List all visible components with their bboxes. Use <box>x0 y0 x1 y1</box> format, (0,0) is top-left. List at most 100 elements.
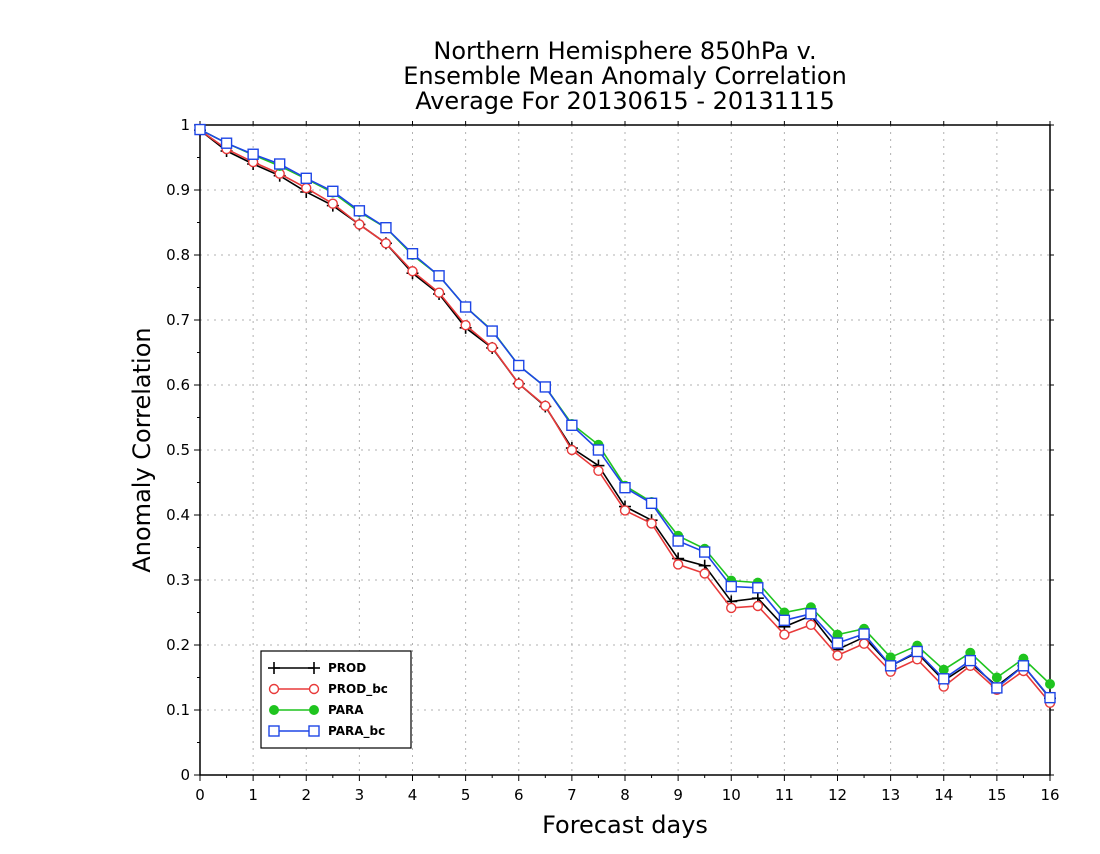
data-point <box>645 497 658 509</box>
data-point <box>406 247 419 260</box>
data-point <box>592 444 605 456</box>
data-point <box>353 205 366 217</box>
data-point <box>938 673 950 685</box>
data-point <box>566 444 578 456</box>
chart-title-line-2: Ensemble Mean Anomaly Correlation <box>403 62 847 90</box>
data-point <box>539 381 552 393</box>
legend-marker-right <box>308 683 320 695</box>
legend-entry: PARA_bc <box>268 724 385 739</box>
data-point <box>327 185 339 198</box>
data-point <box>858 638 870 649</box>
data-point <box>911 645 923 658</box>
data-point <box>672 535 684 547</box>
y-axis-label: Anomaly Correlation <box>128 327 156 572</box>
legend-marker-right <box>308 662 320 674</box>
data-point <box>938 664 949 675</box>
data-point <box>486 325 498 337</box>
plot-frame <box>199 124 1051 776</box>
legend-label: PARA_bc <box>328 724 385 739</box>
data-point <box>566 419 578 431</box>
data-point <box>646 518 657 529</box>
x-axis-label: Forecast days <box>542 811 708 839</box>
data-point <box>725 580 737 593</box>
data-point <box>619 505 631 516</box>
data-point <box>752 600 764 612</box>
y-tick-label: 0.7 <box>166 311 190 329</box>
grid-layer <box>200 125 1050 775</box>
legend-marker-right <box>308 725 320 737</box>
data-point <box>698 546 711 558</box>
y-tick-label: 0.8 <box>166 246 190 264</box>
data-point <box>593 465 604 476</box>
data-point <box>726 602 737 614</box>
x-tick-label: 8 <box>620 786 630 804</box>
data-point <box>1044 691 1056 704</box>
x-tick-label: 9 <box>673 786 683 804</box>
data-point <box>380 238 392 249</box>
data-point <box>858 628 870 640</box>
data-point <box>699 568 710 579</box>
data-point <box>832 650 843 661</box>
x-tick-label: 4 <box>408 786 418 804</box>
x-tick-label: 5 <box>461 786 471 804</box>
y-tick-label: 0.3 <box>166 571 190 589</box>
data-point <box>778 614 791 626</box>
x-tick-label: 10 <box>722 786 741 804</box>
data-point <box>273 158 286 170</box>
data-point <box>486 342 498 353</box>
data-point <box>805 608 817 620</box>
data-point <box>752 582 764 594</box>
legend-marker-right <box>309 705 319 715</box>
data-point <box>779 629 790 640</box>
data-point <box>301 182 312 194</box>
series-para-bc <box>194 123 1056 704</box>
x-tick-label: 6 <box>514 786 524 804</box>
data-point <box>540 400 551 411</box>
y-tick-label: 0.6 <box>166 376 190 394</box>
x-tick-label: 1 <box>248 786 258 804</box>
data-point <box>1017 660 1030 672</box>
data-point <box>831 637 844 649</box>
data-point <box>513 359 525 372</box>
chart-title-line-1: Northern Hemisphere 850hPa v. <box>433 37 816 65</box>
x-tick-label: 0 <box>195 786 205 804</box>
legend-entry: PROD <box>268 661 366 675</box>
data-point <box>433 287 445 298</box>
data-point <box>991 672 1002 683</box>
data-point <box>433 270 445 282</box>
x-tick-label: 13 <box>881 786 900 804</box>
legend-marker-left <box>268 683 280 695</box>
data-point <box>991 682 1003 694</box>
series-prod <box>194 124 1056 705</box>
legend-marker-left <box>268 725 280 737</box>
y-tick-label: 0.4 <box>166 506 190 524</box>
x-tick-label: 2 <box>301 786 311 804</box>
data-point <box>220 137 233 149</box>
data-point <box>354 219 365 230</box>
legend-entry: PARA <box>269 703 364 717</box>
x-tick-label: 3 <box>355 786 365 804</box>
data-point <box>884 660 897 672</box>
legend-label: PROD <box>328 661 366 675</box>
x-tick-label: 14 <box>934 786 953 804</box>
legend-entry: PROD_bc <box>268 682 388 697</box>
data-point <box>513 378 524 389</box>
x-tick-label: 15 <box>987 786 1006 804</box>
series-prod-bc <box>194 124 1056 709</box>
chart-title-line-3: Average For 20130615 - 20131115 <box>415 87 835 115</box>
x-tick-label: 16 <box>1040 786 1059 804</box>
data-point <box>380 221 392 234</box>
y-tick-label: 0 <box>180 766 190 784</box>
data-point <box>327 198 339 209</box>
legend-marker-left <box>268 662 280 674</box>
data-point <box>407 266 418 277</box>
data-point <box>672 559 684 570</box>
x-tick-label: 12 <box>828 786 847 804</box>
legend-label: PROD_bc <box>328 682 388 697</box>
x-tick-label: 11 <box>775 786 794 804</box>
x-tick-label: 7 <box>567 786 577 804</box>
data-point <box>964 654 977 667</box>
data-point <box>619 482 631 494</box>
